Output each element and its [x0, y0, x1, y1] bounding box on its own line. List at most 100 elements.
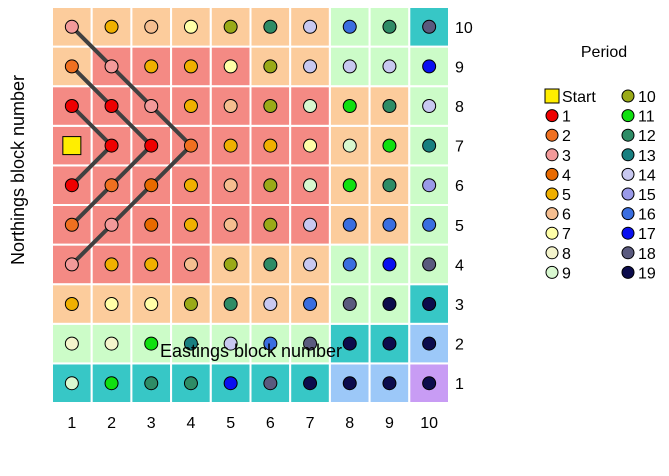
legend-marker: [621, 187, 635, 201]
period-point: [263, 178, 278, 193]
period-point: [263, 19, 278, 34]
y-tick-label: 9: [455, 59, 464, 76]
period-point: [263, 138, 278, 153]
y-tick-label: 10: [455, 20, 473, 37]
period-point: [382, 376, 397, 391]
start-marker: [62, 136, 82, 156]
period-point: [342, 336, 357, 351]
legend-label: 11: [638, 109, 655, 126]
period-point: [64, 19, 79, 34]
grid-cell: [368, 6, 411, 48]
period-point: [64, 257, 79, 272]
x-tick-label: 1: [67, 415, 76, 432]
period-point: [342, 138, 357, 153]
period-point: [382, 59, 397, 74]
period-point: [183, 59, 198, 74]
legend-title: Period: [581, 44, 627, 61]
period-point: [64, 59, 79, 74]
period-point: [263, 297, 278, 311]
period-point: [303, 297, 318, 311]
period-point: [382, 99, 397, 113]
period-point: [223, 217, 238, 232]
y-tick-label: 5: [455, 218, 464, 235]
period-point: [183, 217, 198, 232]
y-tick-label: 4: [455, 257, 464, 274]
period-point: [64, 178, 79, 193]
legend-label: 9: [562, 265, 571, 282]
period-point: [303, 19, 318, 34]
period-point: [104, 336, 119, 351]
x-tick-label: 5: [226, 415, 235, 432]
period-point: [422, 257, 437, 272]
legend-label: 12: [638, 128, 656, 145]
y-tick-label: 2: [455, 337, 464, 354]
period-point: [263, 217, 278, 232]
period-point: [104, 99, 119, 113]
period-point: [144, 138, 159, 153]
legend-marker: [545, 128, 559, 142]
period-point: [342, 217, 357, 232]
legend-marker: [545, 246, 559, 260]
period-point: [64, 217, 79, 232]
period-point: [144, 178, 159, 193]
x-tick-label: 3: [147, 415, 156, 432]
period-point: [104, 376, 119, 391]
period-point: [144, 217, 159, 232]
period-point: [223, 138, 238, 153]
period-point: [64, 297, 79, 311]
y-tick-label: 3: [455, 297, 464, 314]
period-point: [422, 336, 437, 351]
y-tick-label: 7: [455, 139, 464, 156]
period-point: [422, 217, 437, 232]
legend-start-marker: [544, 88, 560, 104]
period-point: [104, 257, 119, 272]
period-point: [144, 99, 159, 113]
period-point: [183, 99, 198, 113]
x-tick-label: 10: [420, 415, 438, 432]
period-point: [223, 297, 238, 311]
period-point: [104, 217, 119, 232]
legend-label: 16: [638, 207, 656, 224]
period-point: [303, 59, 318, 74]
period-point: [64, 336, 79, 351]
grid-cells: [51, 6, 450, 404]
legend-label: 13: [638, 148, 656, 165]
legend: Period Start1234567891011121314151617181…: [544, 44, 656, 282]
x-tick-labels: 1 2 3 4 5 6 7 8 9 10: [67, 415, 438, 432]
period-point: [342, 376, 357, 391]
period-point: [223, 376, 238, 391]
legend-marker: [621, 226, 635, 240]
legend-label: 19: [638, 265, 656, 282]
period-point: [104, 59, 119, 74]
period-point: [342, 178, 357, 193]
grid-cell: [209, 283, 252, 325]
period-point: [144, 59, 159, 74]
period-point: [342, 99, 357, 113]
y-axis-title: Northings block number: [8, 75, 28, 265]
x-tick-label: 8: [345, 415, 354, 432]
period-point: [104, 138, 119, 153]
x-axis-title: Eastings block number: [160, 341, 342, 361]
x-tick-label: 6: [266, 415, 275, 432]
period-point: [223, 257, 238, 272]
period-point: [342, 19, 357, 34]
period-point: [144, 297, 159, 311]
y-tick-label: 6: [455, 178, 464, 195]
period-point: [104, 297, 119, 311]
legend-marker: [545, 109, 559, 123]
legend-marker: [621, 109, 635, 123]
period-point: [303, 178, 318, 193]
grid-cell: [170, 243, 212, 286]
period-point: [342, 297, 357, 311]
grid-points: [62, 19, 437, 391]
legend-marker: [545, 226, 559, 240]
period-point: [223, 336, 238, 351]
period-point: [422, 99, 437, 113]
period-point: [263, 257, 278, 272]
period-point: [183, 257, 198, 272]
legend-marker: [621, 89, 635, 103]
path-line: [69, 143, 193, 267]
period-point: [183, 297, 198, 311]
period-point: [223, 59, 238, 74]
